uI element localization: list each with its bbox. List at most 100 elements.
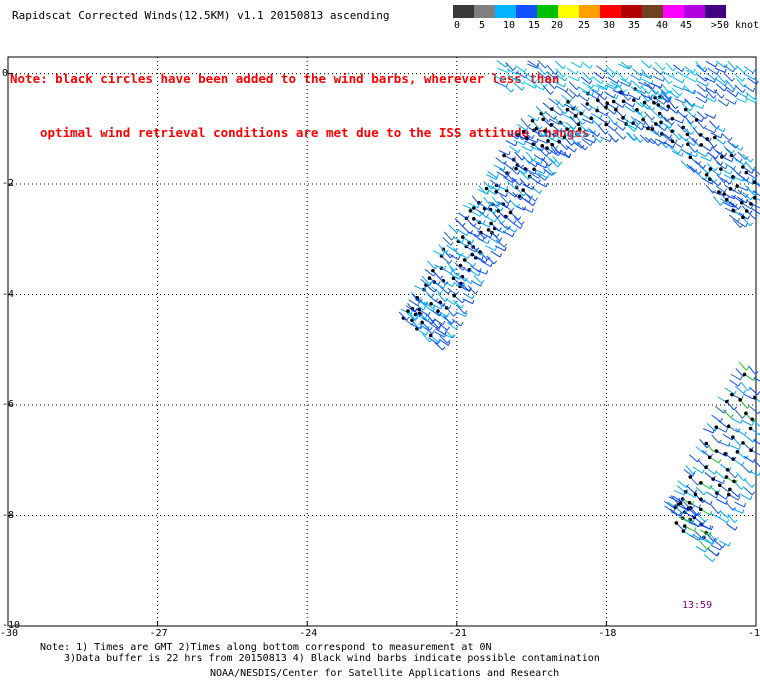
wind-barb	[620, 61, 631, 70]
wind-barb-feather	[728, 542, 731, 547]
contamination-circle	[670, 129, 675, 133]
wind-barb	[543, 85, 551, 95]
wind-barb	[753, 377, 760, 382]
wind-barb-feather	[691, 89, 695, 94]
contamination-circle	[752, 196, 757, 200]
wind-barb	[497, 67, 508, 74]
wind-barb-feather	[650, 74, 653, 79]
wind-barb-feather	[545, 152, 549, 157]
wind-barb-feather	[490, 262, 493, 267]
wind-barb	[722, 433, 733, 441]
wind-barb-feather	[460, 304, 464, 309]
wind-barb	[467, 202, 479, 209]
wind-barb-feather	[511, 207, 515, 212]
wind-barb	[729, 201, 740, 210]
wind-barb-feather	[516, 70, 519, 75]
wind-barb	[639, 101, 649, 110]
wind-barb	[506, 180, 516, 189]
wind-barb	[550, 146, 559, 157]
contamination-circle	[611, 99, 616, 104]
wind-barb	[734, 84, 744, 93]
wind-barb-feather	[490, 202, 494, 206]
wind-barb-feather	[514, 228, 518, 233]
wind-barb-feather	[754, 215, 758, 219]
wind-barb-feather	[554, 71, 559, 75]
wind-barb-feather	[590, 141, 594, 146]
contamination-circle	[707, 177, 712, 181]
wind-barb	[744, 479, 753, 488]
wind-barb-feather	[417, 301, 421, 306]
wind-barb-feather	[719, 151, 723, 155]
contamination-circle	[517, 194, 522, 198]
wind-barb	[739, 399, 748, 409]
contamination-circle	[750, 417, 754, 422]
contamination-circle	[694, 118, 699, 122]
wind-barb-feather	[690, 120, 694, 125]
wind-barb-feather	[747, 215, 751, 220]
wind-barb	[717, 99, 728, 107]
wind-barb	[494, 245, 506, 252]
wind-barb	[744, 434, 754, 443]
wind-barb	[633, 99, 643, 108]
wind-barb	[736, 196, 747, 204]
wind-barb-feather	[544, 83, 548, 88]
wind-barb	[429, 322, 440, 330]
wind-barb-feather	[654, 100, 659, 105]
contamination-circle	[707, 455, 712, 460]
wind-barb-feather	[662, 66, 666, 71]
wind-barb	[672, 118, 683, 124]
contamination-circle	[451, 276, 456, 281]
wind-barb	[707, 548, 717, 557]
contamination-circle	[693, 492, 698, 497]
y-tick-label: -2	[2, 178, 15, 190]
wind-barb	[628, 94, 640, 101]
wind-barb-feather	[604, 96, 608, 101]
wind-barb	[705, 184, 714, 194]
wind-barb	[429, 277, 439, 286]
contamination-circle	[731, 175, 735, 179]
wind-barb-feather	[462, 222, 466, 227]
wind-barb-feather	[666, 90, 670, 95]
wind-barb-feather	[715, 537, 719, 541]
wind-barb	[707, 151, 717, 160]
wind-barb	[616, 117, 627, 124]
wind-barb-feather	[536, 117, 540, 122]
wind-barb-feather	[527, 123, 531, 128]
wind-barb	[507, 74, 517, 82]
wind-barb	[407, 303, 415, 313]
wind-barb-feather	[643, 115, 648, 119]
wind-barb-feather	[623, 89, 627, 93]
wind-barb	[491, 196, 500, 206]
contamination-circle	[714, 449, 719, 453]
wind-barb	[537, 71, 547, 79]
wind-barb-feather	[738, 445, 741, 450]
wind-barb	[729, 379, 739, 387]
contamination-circle	[468, 209, 473, 213]
wind-barb	[604, 91, 614, 99]
wind-barb-feather	[419, 299, 423, 303]
wind-barb	[448, 224, 457, 233]
contamination-circle	[732, 479, 736, 484]
wind-barb	[490, 250, 501, 258]
wind-barb-feather	[753, 95, 757, 100]
y-tick-label: -6	[2, 399, 15, 411]
wind-barb-feather	[479, 268, 482, 273]
legend-label: 15	[527, 20, 541, 31]
wind-barb	[754, 181, 760, 187]
wind-barb-feather	[694, 489, 698, 494]
contamination-circle	[744, 170, 749, 175]
wind-barb-feather	[518, 216, 522, 221]
wind-barb-feather	[755, 174, 758, 179]
wind-barb-feather	[482, 209, 486, 214]
wind-barb	[616, 83, 625, 93]
wind-barb-feather	[473, 223, 477, 227]
wind-barb	[520, 118, 529, 128]
wind-barb	[733, 480, 742, 490]
wind-barb-feather	[698, 504, 702, 509]
wind-barb	[710, 504, 719, 514]
wind-barb-feather	[505, 192, 508, 197]
wind-barb-feather	[713, 94, 717, 99]
wind-barb	[696, 83, 706, 92]
wind-barb	[593, 71, 604, 80]
wind-barb	[505, 62, 514, 71]
